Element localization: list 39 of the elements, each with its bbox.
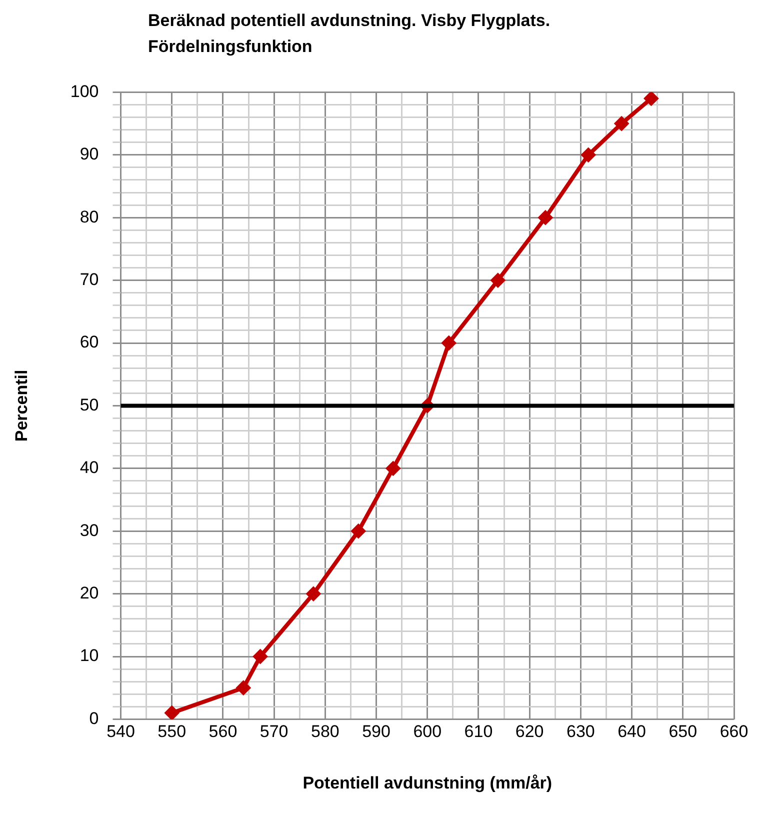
x-tick-label: 560 — [208, 722, 238, 742]
y-tick-label: 30 — [80, 520, 99, 540]
x-tick-label: 640 — [618, 722, 646, 742]
point — [441, 336, 456, 350]
x-tick-label: 610 — [464, 722, 493, 742]
y-tick-label: 50 — [80, 395, 99, 414]
y-axis-title: Percentil — [12, 370, 31, 442]
x-tick-label: 660 — [720, 722, 748, 742]
point — [236, 680, 251, 696]
x-tick-label: 620 — [515, 722, 544, 742]
y-tick-label: 70 — [80, 270, 99, 289]
point — [614, 116, 630, 132]
point — [252, 649, 268, 664]
y-tick-label: 60 — [80, 332, 99, 352]
y-tick-label: 90 — [80, 144, 99, 164]
y-tick-label: 100 — [70, 82, 99, 101]
x-tick-label: 540 — [106, 722, 135, 742]
point — [164, 705, 180, 720]
point — [490, 272, 506, 288]
y-tick-label: 80 — [80, 207, 99, 226]
x-tick-label: 550 — [158, 722, 186, 742]
chart-title: Beräknad potentiell avdunstning. Visby Flygplats. Fördelningsfunktion — [148, 10, 552, 58]
x-tick-label: 590 — [362, 722, 390, 742]
y-tick-label: 0 — [89, 708, 99, 728]
x-tick-label: 650 — [668, 722, 698, 742]
x-tick-label: 570 — [260, 722, 288, 742]
y-tick-label: 20 — [80, 583, 99, 602]
y-tick-label: 10 — [80, 646, 99, 666]
x-tick-label: 630 — [566, 722, 595, 742]
point — [306, 586, 321, 602]
x-tick-label: 600 — [413, 722, 442, 742]
y-tick-label: 40 — [80, 458, 99, 478]
x-tick-label: 580 — [310, 722, 340, 742]
point — [644, 92, 659, 106]
point — [538, 210, 553, 226]
point — [580, 147, 596, 162]
x-axis-title: Potentiell avdunstning (mm/år) — [302, 773, 552, 792]
point — [386, 460, 401, 476]
point — [350, 524, 366, 539]
